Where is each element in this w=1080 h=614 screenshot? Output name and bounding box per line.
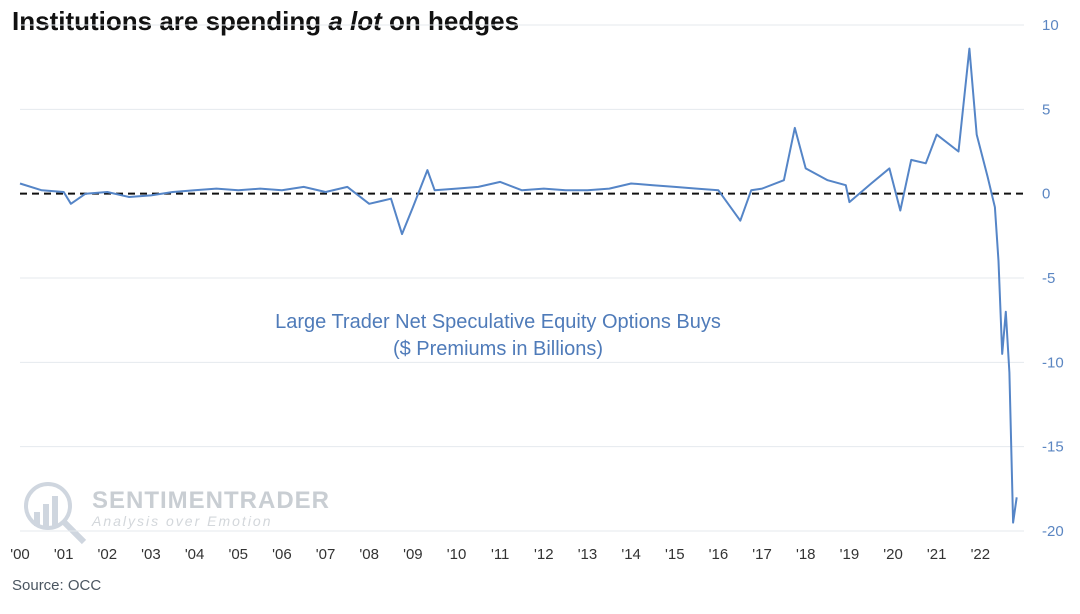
y-tick-label: -15 bbox=[1042, 439, 1064, 456]
y-tick-label: -10 bbox=[1042, 354, 1064, 371]
sentimentrader-logo-icon bbox=[24, 482, 87, 545]
annotation-line-1: Large Trader Net Speculative Equity Opti… bbox=[275, 311, 721, 333]
title-part-1: Institutions are spending bbox=[12, 6, 329, 36]
x-tick-label: '17 bbox=[752, 546, 772, 563]
chart-title: Institutions are spending a lot on hedge… bbox=[12, 6, 519, 37]
y-tick-label: 5 bbox=[1042, 101, 1050, 118]
watermark-tagline: Analysis over Emotion bbox=[91, 513, 273, 529]
x-tick-label: '07 bbox=[316, 546, 336, 563]
x-tick-label: '08 bbox=[359, 546, 379, 563]
source-note: Source: OCC bbox=[12, 577, 102, 594]
x-tick-label: '01 bbox=[54, 546, 74, 563]
x-tick-label: '18 bbox=[796, 546, 816, 563]
grid bbox=[20, 24, 1024, 532]
chart-annotation: Large Trader Net Speculative Equity Opti… bbox=[275, 311, 721, 360]
x-tick-label: '02 bbox=[98, 546, 118, 563]
x-tick-label: '22 bbox=[971, 546, 991, 563]
x-tick-label: '11 bbox=[491, 546, 509, 563]
watermark-name: SENTIMENTRADER bbox=[92, 487, 330, 514]
x-axis: '00 '01 '02 '03 '04 '05 '06 '07 '08 '09 '10 '11 '12 '… bbox=[10, 546, 990, 563]
annotation-line-2: ($ Premiums in Billions) bbox=[393, 338, 603, 360]
x-tick-label: '05 bbox=[228, 546, 248, 563]
x-tick-label: '20 bbox=[883, 546, 903, 563]
x-tick-label: '13 bbox=[578, 546, 598, 563]
series-line bbox=[19, 47, 1018, 524]
title-part-2: on hedges bbox=[381, 6, 520, 36]
x-tick-label: '14 bbox=[621, 546, 641, 563]
x-tick-label: '12 bbox=[534, 546, 554, 563]
y-axis: 10 5 0 -5 -10 -15 -20 bbox=[1042, 17, 1064, 540]
y-tick-label: -5 bbox=[1042, 270, 1055, 287]
x-tick-label: '19 bbox=[840, 546, 860, 563]
x-tick-label: '06 bbox=[272, 546, 292, 563]
x-tick-label: '04 bbox=[185, 546, 205, 563]
x-tick-label: '16 bbox=[709, 546, 729, 563]
x-tick-label: '15 bbox=[665, 546, 685, 563]
x-tick-label: '09 bbox=[403, 546, 423, 563]
x-tick-label: '21 bbox=[927, 546, 947, 563]
title-emphasis: a lot bbox=[328, 6, 382, 36]
y-tick-label: 0 bbox=[1042, 186, 1050, 203]
x-tick-label: '03 bbox=[141, 546, 161, 563]
x-tick-label: '00 bbox=[10, 546, 30, 563]
y-tick-label: 10 bbox=[1042, 17, 1059, 34]
x-tick-label: '10 bbox=[447, 546, 467, 563]
y-tick-label: -20 bbox=[1042, 523, 1064, 540]
watermark: SENTIMENTRADER Analysis over Emotion bbox=[24, 482, 330, 545]
